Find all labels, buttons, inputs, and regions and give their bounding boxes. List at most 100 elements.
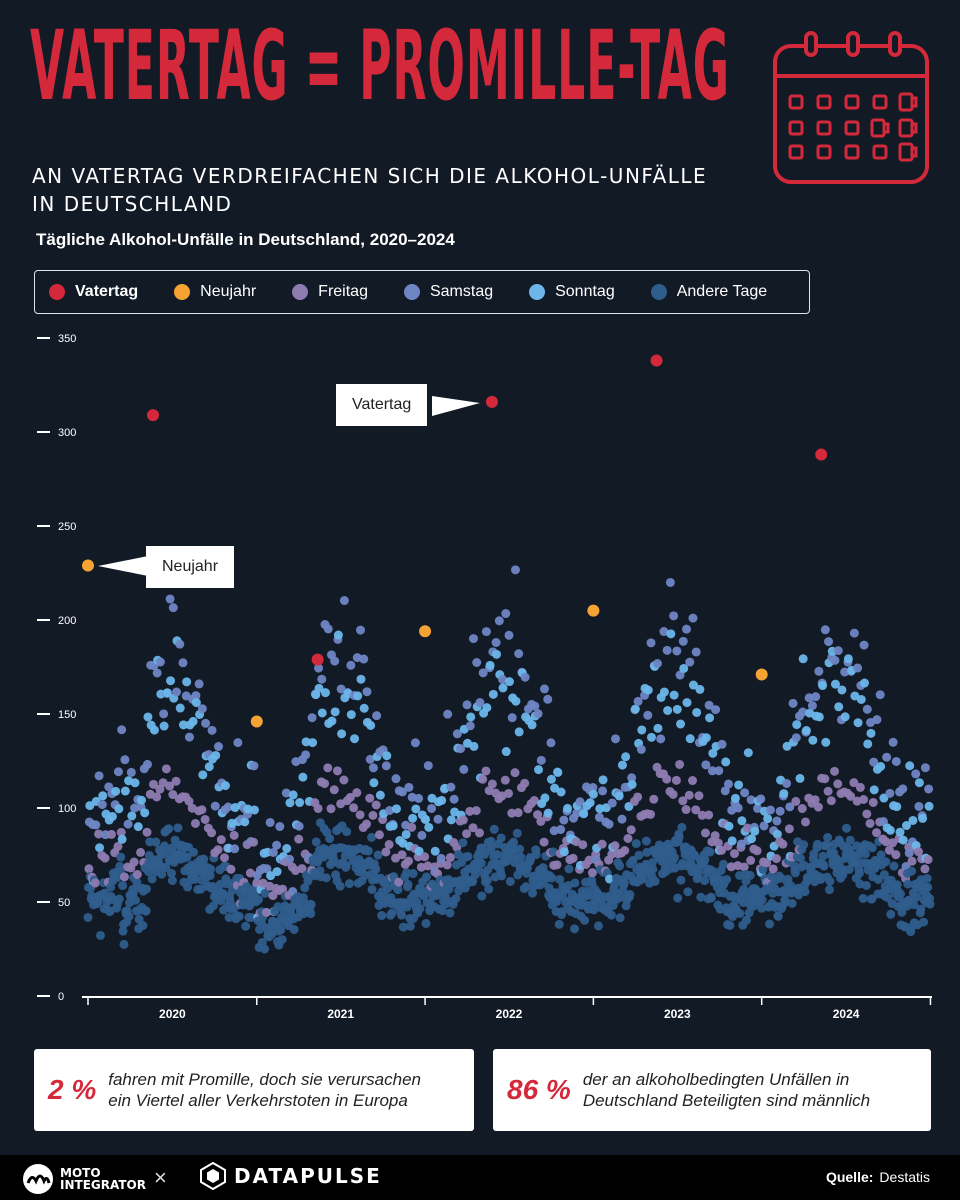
legend-label-andere-tage: Andere Tage xyxy=(676,283,768,300)
daily-point xyxy=(717,845,727,855)
daily-point xyxy=(907,856,917,866)
daily-point xyxy=(285,854,295,864)
daily-point xyxy=(858,893,868,903)
daily-point xyxy=(164,824,174,834)
daily-point xyxy=(440,892,450,902)
daily-point xyxy=(714,766,724,776)
stat-text-line: Deutschland Beteiligten sind männlich xyxy=(582,1091,871,1110)
daily-point xyxy=(821,737,831,747)
daily-point xyxy=(705,713,715,723)
datapulse-icon xyxy=(200,1162,226,1190)
daily-point xyxy=(685,734,695,744)
stat-value-promille: 2 % xyxy=(48,1074,97,1105)
daily-point xyxy=(643,710,653,720)
daily-point xyxy=(229,830,239,840)
daily-point xyxy=(206,864,216,874)
daily-point xyxy=(433,814,443,824)
daily-point xyxy=(107,829,117,839)
stat-text-line: ein Viertel aller Verkehrstoten in Europ… xyxy=(108,1091,408,1110)
daily-point xyxy=(706,893,716,903)
daily-point xyxy=(853,663,863,673)
daily-point xyxy=(260,944,270,954)
daily-point xyxy=(682,698,692,708)
daily-point xyxy=(314,663,324,673)
daily-point xyxy=(656,734,666,744)
daily-point xyxy=(607,849,617,859)
daily-point xyxy=(520,672,530,682)
callout-neujahr: Neujahr xyxy=(146,546,235,588)
daily-point xyxy=(423,761,433,771)
daily-point xyxy=(536,755,546,765)
daily-point xyxy=(306,909,316,919)
daily-point xyxy=(811,692,821,702)
daily-point xyxy=(916,904,926,914)
daily-point xyxy=(449,794,459,804)
daily-point xyxy=(826,796,836,806)
daily-point xyxy=(366,720,376,730)
daily-point xyxy=(294,834,304,844)
datapulse-logo: DATAPULSE xyxy=(200,1162,382,1190)
legend-label-freitag: Freitag xyxy=(318,283,368,300)
daily-point xyxy=(681,805,691,815)
daily-point xyxy=(445,852,455,862)
daily-point xyxy=(638,874,648,884)
daily-point xyxy=(868,797,878,807)
daily-point xyxy=(670,852,680,862)
daily-point xyxy=(337,729,347,739)
daily-point xyxy=(241,921,251,931)
stat-text-maennlich: der an alkoholbedingten Unfällen in Deut… xyxy=(583,1069,870,1111)
daily-point xyxy=(765,805,775,815)
daily-point xyxy=(367,832,377,842)
daily-point xyxy=(456,744,466,754)
daily-point xyxy=(300,883,310,893)
daily-point xyxy=(168,603,178,613)
daily-point xyxy=(727,836,737,846)
daily-point xyxy=(326,804,336,814)
daily-point xyxy=(533,709,543,719)
daily-point xyxy=(368,763,378,773)
daily-point xyxy=(282,844,292,854)
daily-point xyxy=(184,732,194,742)
daily-point xyxy=(276,925,286,935)
daily-point xyxy=(659,627,669,637)
daily-point xyxy=(249,805,259,815)
moto-integrator-line2: INTEGRATOR xyxy=(60,1178,146,1192)
daily-point xyxy=(249,761,259,771)
legend-dot-sonntag xyxy=(529,284,546,300)
daily-point xyxy=(555,874,565,884)
daily-point xyxy=(130,778,140,788)
daily-point xyxy=(126,767,136,777)
daily-point xyxy=(161,862,171,872)
daily-point xyxy=(463,851,473,861)
daily-point xyxy=(782,741,792,751)
page-subtitle: AN VATERTAG VERDREIFACHEN SICH DIE ALKOH… xyxy=(32,162,752,218)
daily-point xyxy=(141,906,151,916)
daily-point xyxy=(705,847,715,857)
daily-point xyxy=(674,832,684,842)
daily-point xyxy=(165,781,175,791)
daily-point xyxy=(504,677,514,687)
daily-point xyxy=(408,813,418,823)
daily-point xyxy=(824,637,834,647)
daily-point xyxy=(427,803,437,813)
daily-point xyxy=(172,687,182,697)
daily-point xyxy=(353,691,363,701)
daily-point xyxy=(91,820,101,830)
daily-point xyxy=(159,721,169,731)
daily-point xyxy=(514,649,524,659)
daily-point xyxy=(889,861,899,871)
daily-point xyxy=(171,776,181,786)
daily-point xyxy=(539,837,549,847)
daily-point xyxy=(377,911,387,921)
daily-point xyxy=(114,804,124,814)
daily-point xyxy=(95,930,105,940)
daily-point xyxy=(116,827,126,837)
daily-point xyxy=(782,778,792,788)
daily-point xyxy=(810,795,820,805)
daily-point xyxy=(579,809,589,819)
daily-point xyxy=(521,882,531,892)
daily-point xyxy=(773,911,783,921)
daily-point xyxy=(665,577,675,587)
daily-point xyxy=(140,808,150,818)
daily-point xyxy=(779,789,789,799)
